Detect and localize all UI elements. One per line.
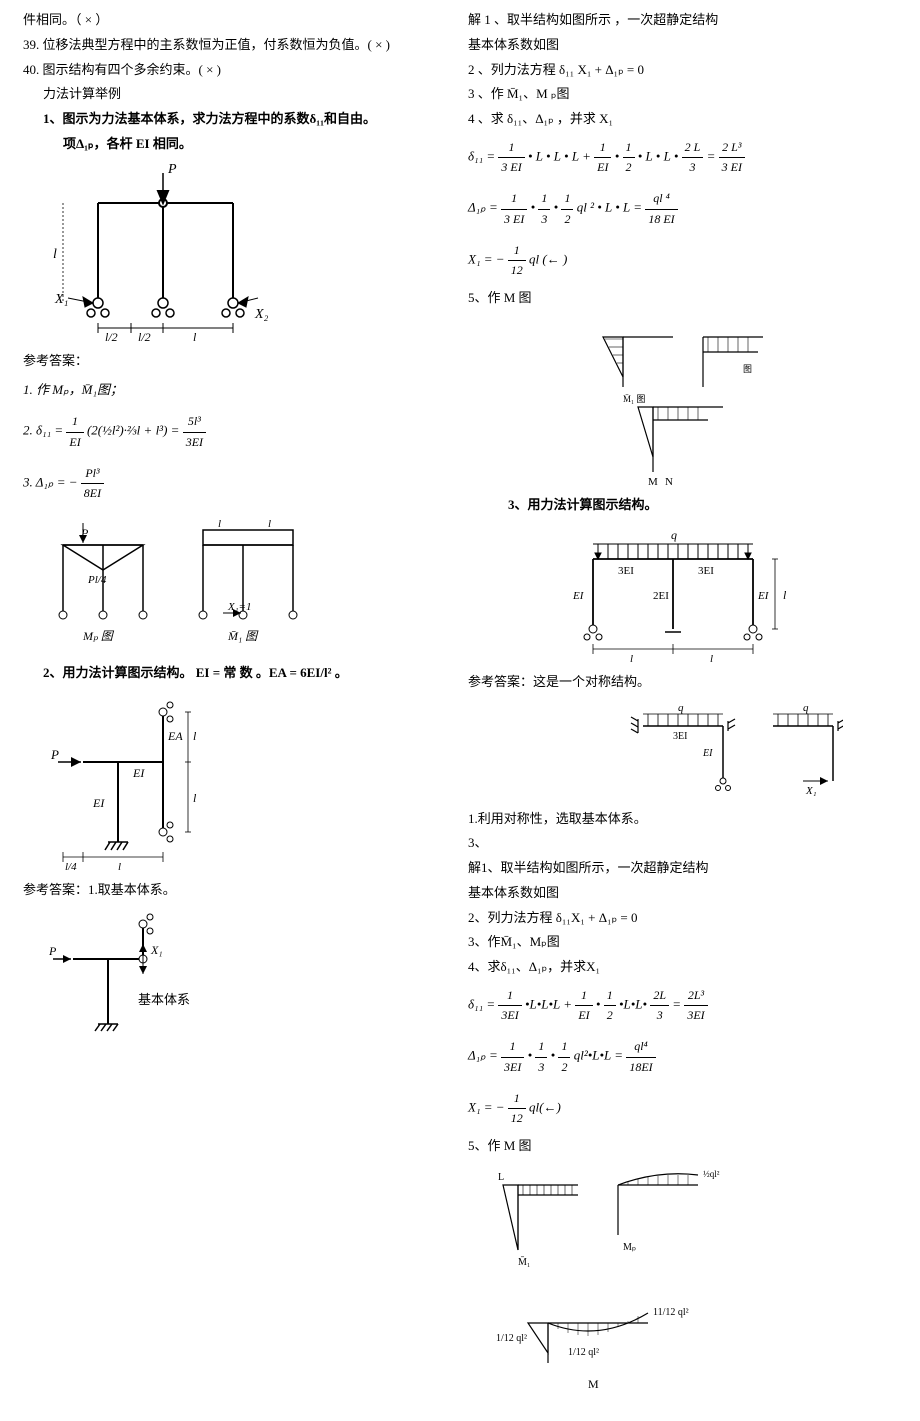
- svg-text:l: l: [118, 861, 121, 872]
- sol3-l3: 2、列力法方程 δ₁₁X₁ + Δ₁ₚ = 0: [468, 908, 897, 929]
- sol1-step5: 5、作 M 图: [468, 288, 897, 309]
- sol3-final-m-diagram: 1/12 ql² 1/12 ql² 11/12 ql² M: [488, 1293, 708, 1403]
- p2-title: 2、用力法计算图示结构。 EI = 常 数 。EA = 6EI/l² 。: [23, 663, 452, 684]
- svg-text:2EI: 2EI: [653, 590, 669, 602]
- svg-text:q: q: [678, 702, 684, 714]
- right-column: 解 1 、取半结构如图所示 ，一次超静定结构 基本体系数如图 2 、列力法方程 …: [460, 10, 905, 1411]
- p2-basic-system-diagram: P X₁ 基本体系: [43, 909, 223, 1039]
- svg-text:X₁: X₁: [805, 785, 817, 797]
- svg-text:l: l: [218, 518, 221, 530]
- svg-text:EA: EA: [167, 729, 183, 743]
- p1-step3-lhs: 3. Δ₁ₚ = −: [23, 474, 78, 489]
- sol1-eq1: δ₁₁ = 13 EI • L • L • L + 1EI • 12 • L •…: [468, 134, 897, 181]
- svg-text:Mₚ 图: Mₚ 图: [82, 629, 115, 643]
- svg-text:X₁: X₁: [150, 943, 163, 957]
- p1-title: 1、图示为力法基本体系，求力法方程中的系数δ₁₁和自由。: [23, 109, 452, 130]
- svg-text:M̄₁: M̄₁: [518, 1256, 530, 1268]
- svg-text:l: l: [268, 518, 271, 530]
- sol1-l2: 基本体系数如图: [468, 35, 897, 56]
- sol1-l4: 3 、作 M̄₁、M ₚ图: [468, 84, 897, 105]
- svg-text:3EI: 3EI: [698, 565, 714, 577]
- p2-structure-diagram: P EA EI EI l l l/4 l: [43, 692, 223, 872]
- sol1-l5: 4 、求 δ₁₁、Δ₁ₚ ，并求 X₁: [468, 109, 897, 130]
- svg-text:1/12 ql²: 1/12 ql²: [496, 1333, 527, 1344]
- p1-step3: 3. Δ₁ₚ = − Pl³8EI: [23, 460, 452, 507]
- svg-text:X₁=1: X₁=1: [227, 601, 251, 613]
- p3-half-structure-diagram: q q 3EI EI X₁: [523, 701, 843, 801]
- svg-text:11/12 ql²: 11/12 ql²: [653, 1307, 689, 1318]
- sol3-l4: 3、作M̄₁、Mₚ图: [468, 932, 897, 953]
- svg-text:M: M: [648, 476, 658, 487]
- svg-text:P: P: [48, 944, 57, 958]
- svg-text:q: q: [671, 528, 677, 542]
- p1-moment-diagrams: P Pl/4 Mₚ 图 l l X₁=1 M̄₁ 图: [43, 515, 323, 655]
- svg-text:EI: EI: [572, 590, 585, 602]
- svg-text:l: l: [53, 247, 57, 262]
- sol1-l1: 解 1 、取半结构如图所示 ，一次超静定结构: [468, 10, 897, 31]
- svg-text:l/2: l/2: [138, 330, 151, 343]
- p3-answer-label: 参考答案：这是一个对称结构。: [468, 672, 897, 693]
- sol1-eq3: X₁ = − 112 ql (← ): [468, 237, 897, 284]
- svg-text:l: l: [630, 653, 633, 664]
- p1-subtitle: 项Δ₁ₚ，各杆 EI 相同。: [23, 134, 452, 155]
- svg-text:EI: EI: [702, 748, 713, 759]
- p1-step1: 1. 作 Mₚ，M̄₁图；: [23, 376, 452, 405]
- p1-step2: 2. δ₁₁ = 1EI (2(½l²)·⅔l + l³) = 5l³3EI: [23, 408, 452, 455]
- svg-text:基本体系: 基本体系: [138, 992, 190, 1007]
- svg-text:l: l: [710, 653, 713, 664]
- left-column: 件相同。（ × ） 39. 位移法典型方程中的主系数恒为正值，付系数恒为负值。(…: [15, 10, 460, 1411]
- sol3-l1: 解1、取半结构如图所示，一次超静定结构: [468, 858, 897, 879]
- p1-step2-paren: (2(½l²)·⅔l + l³) =: [87, 423, 183, 438]
- svg-text:X₂: X₂: [254, 307, 269, 322]
- svg-text:l: l: [783, 588, 787, 602]
- q39: 39. 位移法典型方程中的主系数恒为正值，付系数恒为负值。( × ): [23, 35, 452, 56]
- sol1-eq2: Δ₁ₚ = 13 EI • 13 • 12 ql ² • L • L = ql …: [468, 185, 897, 232]
- svg-text:l: l: [193, 791, 197, 805]
- svg-text:P: P: [50, 747, 59, 762]
- p3-step3: 3、: [468, 833, 897, 854]
- svg-text:图: 图: [743, 364, 752, 374]
- sol3-eq1: δ₁₁ = 13EI •L•L•L + 1EI • 12 •L•L• 2L3 =…: [468, 982, 897, 1029]
- svg-text:l/2: l/2: [105, 330, 118, 343]
- sol1-m-diagram: M̄₁ 图 图 M N: [583, 317, 783, 487]
- svg-text:Pl/4: Pl/4: [87, 574, 107, 586]
- svg-text:M: M: [588, 1377, 599, 1391]
- svg-text:M̄₁ 图: M̄₁ 图: [623, 394, 645, 404]
- svg-text:M̄₁ 图: M̄₁ 图: [227, 629, 259, 643]
- svg-text:EI: EI: [92, 796, 105, 810]
- sol3-step5: 5、作 M 图: [468, 1136, 897, 1157]
- p3-sym-note: 1.利用对称性，选取基本体系。: [468, 809, 897, 830]
- svg-text:P: P: [167, 163, 177, 177]
- svg-text:l: l: [193, 729, 197, 743]
- q-intro: 件相同。（ × ）: [23, 10, 452, 31]
- svg-text:l: l: [193, 330, 197, 343]
- q40: 40. 图示结构有四个多余约束。( × ): [23, 60, 452, 81]
- svg-text:N: N: [665, 476, 673, 487]
- p2-answer-label: 参考答案：1.取基本体系。: [23, 880, 452, 901]
- svg-text:Mₚ: Mₚ: [623, 1242, 636, 1253]
- sol3-l2: 基本体系数如图: [468, 883, 897, 904]
- p1-answer-label: 参考答案：: [23, 351, 452, 372]
- sol1-l3: 2 、列力法方程 δ₁₁ X₁ + Δ₁ₚ = 0: [468, 60, 897, 81]
- svg-text:3EI: 3EI: [673, 731, 687, 742]
- examples-title: 力法计算举例: [23, 84, 452, 105]
- svg-text:EI: EI: [757, 590, 770, 602]
- sol3-eq3: X₁ = − 112 ql(←): [468, 1085, 897, 1132]
- svg-text:1/12 ql²: 1/12 ql²: [568, 1347, 599, 1358]
- svg-text:½ql²: ½ql²: [703, 1169, 720, 1179]
- p3-structure-diagram: q 3EI 3EI EI 2EI EI l l l: [553, 524, 813, 664]
- sol3-m-diagrams: L M̄₁ ½ql² Mₚ: [488, 1165, 728, 1285]
- sol3-eq2: Δ₁ₚ = 13EI • 13 • 12 ql²•L•L = ql⁴18EI: [468, 1033, 897, 1080]
- p1-structure-diagram: P X₁ X₂ l l/2 l/2 l: [43, 163, 273, 343]
- svg-text:X₁: X₁: [54, 292, 68, 307]
- svg-text:l/4: l/4: [65, 861, 77, 872]
- svg-text:EI: EI: [132, 766, 145, 780]
- p3-title: 3、用力法计算图示结构。: [468, 495, 897, 516]
- svg-text:L: L: [498, 1172, 504, 1183]
- svg-text:3EI: 3EI: [618, 565, 634, 577]
- svg-text:q: q: [803, 702, 809, 714]
- p1-step2-lhs: 2. δ₁₁ =: [23, 423, 66, 438]
- sol3-l5: 4、求δ₁₁、Δ₁ₚ，并求X₁: [468, 957, 897, 978]
